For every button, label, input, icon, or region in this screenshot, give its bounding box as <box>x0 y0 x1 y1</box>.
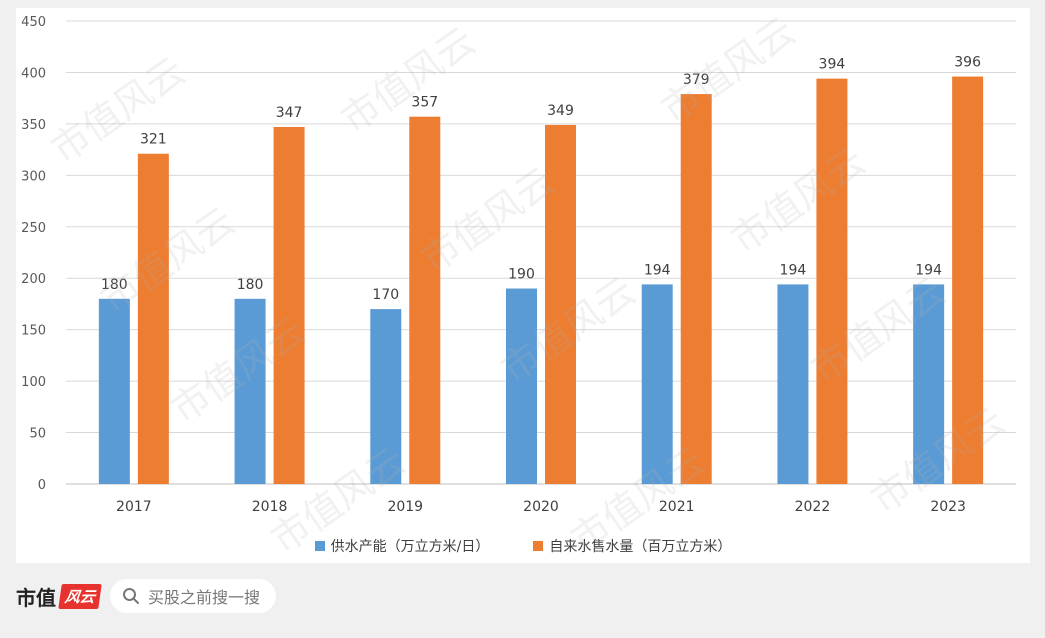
data-label: 180 <box>101 277 128 293</box>
data-label: 194 <box>644 262 671 278</box>
brand-name: 市值 <box>16 585 56 610</box>
bar-sales <box>816 78 848 485</box>
bar-supply <box>234 298 266 484</box>
bar-supply <box>913 284 945 484</box>
legend-swatch-sales <box>533 541 544 551</box>
bar-chart: 0 50 100 150 200 250 300 350 400 450 180 321 2017 180… <box>21 15 1016 515</box>
data-label: 396 <box>954 55 981 71</box>
bar-sales <box>137 153 169 484</box>
x-tick-label: 2019 <box>387 499 423 515</box>
bar-supply <box>370 309 402 484</box>
data-label: 357 <box>411 95 438 111</box>
data-label: 321 <box>140 132 167 148</box>
bar-supply <box>506 288 537 484</box>
y-tick-label: 150 <box>21 324 46 339</box>
bar-sales <box>273 126 305 484</box>
bar-sales <box>952 76 984 484</box>
y-tick-label: 100 <box>21 375 46 390</box>
x-tick-label: 2017 <box>116 499 152 515</box>
x-tick-label: 2021 <box>659 499 695 515</box>
x-tick-label: 2023 <box>930 499 966 515</box>
data-label: 180 <box>237 277 264 293</box>
x-tick-label: 2022 <box>795 499 831 515</box>
search-placeholder: 买股之前搜一搜 <box>148 588 261 607</box>
y-tick-label: 450 <box>21 15 46 30</box>
data-label: 379 <box>683 72 710 88</box>
brand-logo: 市值 风云 <box>16 582 102 611</box>
brand-seal: 风云 <box>58 583 102 609</box>
legend-label-sales: 自来水售水量（百万立方米） <box>549 539 732 555</box>
y-tick-label: 50 <box>29 427 46 442</box>
legend: 供水产能（万立方米/日） 自来水售水量（百万立方米） <box>16 536 1030 556</box>
y-tick-label: 200 <box>21 272 46 287</box>
data-label: 190 <box>508 267 535 283</box>
legend-item-sales: 自来水售水量（百万立方米） <box>533 536 731 556</box>
bar-sales <box>680 94 712 484</box>
bar-supply <box>641 284 673 484</box>
footer: 市值 风云 买股之前搜一搜 <box>16 574 416 618</box>
data-label: 394 <box>819 57 846 73</box>
legend-swatch-supply <box>314 541 325 551</box>
search-icon <box>122 587 140 605</box>
data-label: 170 <box>372 287 399 303</box>
legend-item-supply: 供水产能（万立方米/日） <box>314 536 490 556</box>
legend-label-supply: 供水产能（万立方米/日） <box>330 539 490 555</box>
bar-sales <box>409 116 441 484</box>
data-label: 349 <box>547 103 574 119</box>
bar-supply <box>98 298 130 484</box>
data-label: 194 <box>915 262 942 278</box>
y-tick-label: 0 <box>38 478 46 493</box>
y-tick-label: 350 <box>21 118 46 133</box>
data-label: 194 <box>780 262 807 278</box>
y-tick-label: 250 <box>21 221 46 236</box>
search-box[interactable]: 买股之前搜一搜 <box>110 579 277 613</box>
data-label: 347 <box>276 105 303 121</box>
x-tick-label: 2018 <box>252 499 288 515</box>
y-tick-label: 300 <box>21 169 46 184</box>
chart-card: 0 50 100 150 200 250 300 350 400 450 180 321 2017 180… <box>16 8 1030 563</box>
bar-supply <box>777 284 809 484</box>
x-tick-label: 2020 <box>523 499 559 515</box>
y-tick-label: 400 <box>21 66 46 81</box>
bar-sales <box>545 124 576 484</box>
